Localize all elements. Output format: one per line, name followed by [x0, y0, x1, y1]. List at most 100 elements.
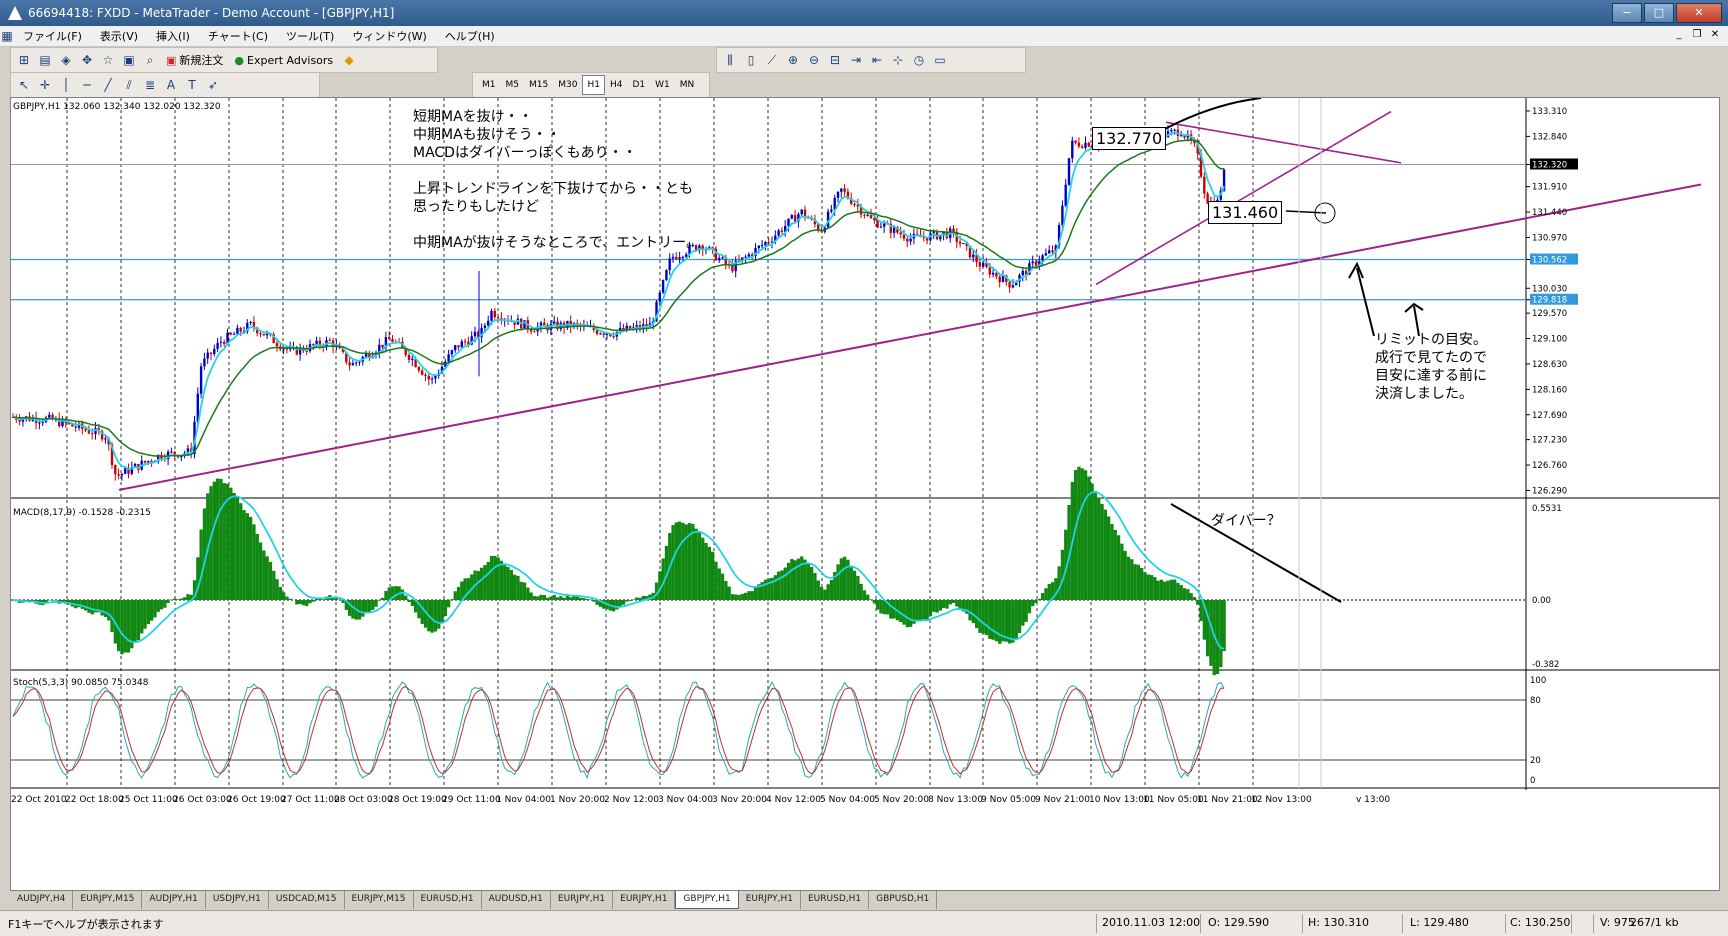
macd-bar [1044, 588, 1047, 600]
chart-tab[interactable]: EURUSD,H1 [801, 891, 869, 909]
candle-body [223, 342, 225, 344]
line-chart-icon[interactable]: ⟋ [763, 51, 781, 69]
timeframe-w1[interactable]: W1 [650, 75, 675, 95]
mdi-close-icon[interactable]: ✕ [1708, 28, 1722, 42]
mdi-restore-icon[interactable]: ❐ [1690, 28, 1704, 42]
expert-advisors-button[interactable]: ●Expert Advisors [230, 54, 337, 67]
timeframe-m15[interactable]: M15 [524, 75, 553, 95]
templates-icon[interactable]: ▭ [931, 51, 949, 69]
maximize-button[interactable]: □ [1644, 3, 1674, 23]
macd-bar [242, 510, 245, 600]
crosshair-icon[interactable]: ✛ [36, 76, 54, 94]
chart-tab[interactable]: EURJPY,M15 [73, 891, 142, 909]
menu-window[interactable]: ウィンドウ(W) [343, 28, 435, 44]
vertical-line-icon[interactable]: │ [57, 76, 75, 94]
timeframe-h1[interactable]: H1 [582, 75, 605, 95]
macd-bar [1173, 580, 1176, 600]
periods-icon[interactable]: ◷ [910, 51, 928, 69]
minimize-button[interactable]: − [1612, 3, 1642, 23]
channel-icon[interactable]: ⫽ [120, 76, 138, 94]
candle-body [497, 317, 499, 318]
menu-insert[interactable]: 挿入(I) [147, 28, 199, 44]
trendlines [119, 112, 1701, 490]
cursor-icon[interactable]: ↖ [15, 76, 33, 94]
macd-bar [487, 562, 490, 600]
arrows-icon[interactable]: ➶ [204, 76, 222, 94]
menu-tools[interactable]: ツール(T) [277, 28, 343, 44]
macd-axis-label: 0.00 [1532, 596, 1551, 606]
candle-body [230, 333, 232, 334]
chart-tab[interactable]: EURJPY,M15 [345, 891, 414, 909]
candle-body [352, 363, 354, 365]
zoom-out-icon[interactable]: ⊖ [805, 51, 823, 69]
menu-chart[interactable]: チャート(C) [199, 28, 277, 44]
menu-view[interactable]: 表示(V) [91, 28, 147, 44]
candle-body [748, 254, 750, 256]
macd-bar [186, 594, 189, 600]
mdi-minimize-icon[interactable]: _ [1672, 28, 1686, 42]
candle-body [282, 349, 284, 350]
strategy-tester-icon[interactable]: ⌕ [141, 51, 159, 69]
candle-body [84, 429, 86, 430]
macd-bar [1034, 600, 1037, 603]
profiles-icon[interactable]: ▤ [36, 51, 54, 69]
terminal-icon[interactable]: ▣ [120, 51, 138, 69]
chart-tab[interactable]: GBPUSD,H1 [869, 891, 937, 909]
timeframe-mn[interactable]: MN [675, 75, 700, 95]
timeframe-m5[interactable]: M5 [501, 75, 525, 95]
chart-tab[interactable]: EURJPY,H1 [739, 891, 801, 909]
macd-bar [1058, 566, 1061, 600]
chart-tab[interactable]: EURUSD,H1 [414, 891, 482, 909]
chart-tab[interactable]: AUDJPY,H4 [10, 891, 73, 909]
text-label-icon[interactable]: T [183, 76, 201, 94]
stoch-axis-label: 0 [1530, 776, 1535, 786]
macd-bar [200, 530, 203, 600]
timeframe-m30[interactable]: M30 [553, 75, 582, 95]
zoom-in-icon[interactable]: ⊕ [784, 51, 802, 69]
chart-tab[interactable]: EURJPY,H1 [551, 891, 613, 909]
candle-body [461, 341, 463, 347]
macd-bar [404, 595, 407, 600]
close-button[interactable]: ✕ [1676, 3, 1722, 23]
candlestick-icon[interactable]: ▯ [742, 51, 760, 69]
new-chart-icon[interactable]: ⊞ [15, 51, 33, 69]
chart-tab[interactable]: USDCAD,M15 [269, 891, 345, 909]
bar-chart-icon[interactable]: ⫼ [721, 51, 739, 69]
macd-bar [407, 600, 410, 602]
limit-annotation: リミットの目安。 成行で見てたので 目安に達する前に 決済しました。 [1375, 331, 1487, 403]
time-axis-label: v 13:00 [1356, 795, 1390, 805]
timeframe-d1[interactable]: D1 [627, 75, 650, 95]
macd-bar [467, 578, 470, 600]
macd-bar [1199, 600, 1202, 621]
price-marker-label: 129.818 [1532, 296, 1567, 306]
chart-tab[interactable]: USDJPY,H1 [206, 891, 269, 909]
candle-body [259, 333, 261, 334]
new-order-button[interactable]: ▣新規注文 [162, 52, 227, 68]
indicators-icon[interactable]: ⊹ [889, 51, 907, 69]
text-icon[interactable]: A [162, 76, 180, 94]
horizontal-line-icon[interactable]: ─ [78, 76, 96, 94]
price-axis-label: 129.570 [1532, 309, 1567, 319]
timeframe-h4[interactable]: H4 [605, 75, 628, 95]
status-bar: F1キーでヘルプが表示されます 2010.11.03 12:00 O: 129.… [0, 910, 1728, 936]
chart-shift-icon[interactable]: ⇤ [868, 51, 886, 69]
chart-tab[interactable]: EURJPY,H1 [613, 891, 675, 909]
data-window-icon[interactable]: ✥ [78, 51, 96, 69]
high-curve-line [1159, 98, 1261, 132]
chart-tab[interactable]: GBPJPY,H1 [675, 891, 738, 909]
menu-help[interactable]: ヘルプ(H) [436, 28, 504, 44]
trendline-icon[interactable]: ╱ [99, 76, 117, 94]
candle-body [451, 350, 453, 354]
market-watch-icon[interactable]: ◈ [57, 51, 75, 69]
navigator-icon[interactable]: ☆ [99, 51, 117, 69]
tile-windows-icon[interactable]: ⊟ [826, 51, 844, 69]
menu-file[interactable]: ファイル(F) [14, 28, 91, 44]
alert-icon[interactable]: ◆ [340, 51, 358, 69]
chart-tab[interactable]: AUDJPY,H1 [142, 891, 205, 909]
chart-tab[interactable]: AUDUSD,H1 [482, 891, 551, 909]
fibonacci-icon[interactable]: ≣ [141, 76, 159, 94]
timeframe-m1[interactable]: M1 [477, 75, 501, 95]
auto-scroll-icon[interactable]: ⇥ [847, 51, 865, 69]
